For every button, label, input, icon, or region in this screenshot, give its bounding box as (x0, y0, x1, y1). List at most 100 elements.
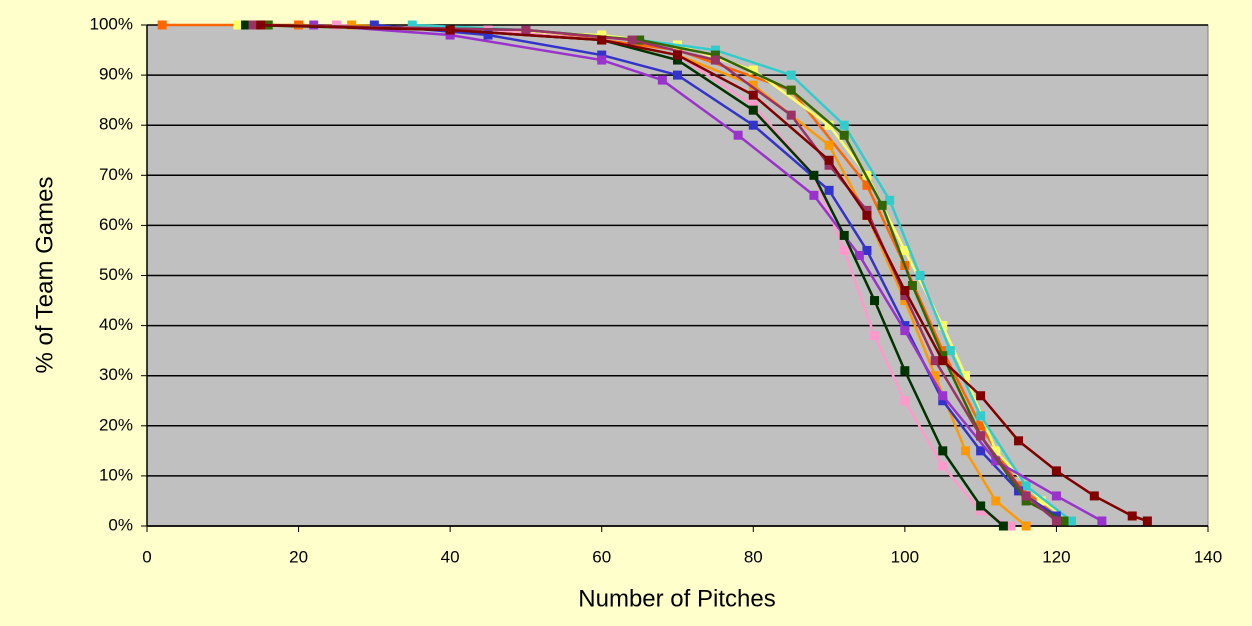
point (998, 521, 1008, 531)
point (824, 160, 834, 170)
point (824, 185, 834, 195)
point (627, 35, 637, 45)
point (945, 346, 955, 356)
point (483, 30, 493, 40)
point (597, 50, 607, 60)
x-tick-label: 80 (744, 547, 763, 566)
point (733, 130, 743, 140)
point (900, 396, 910, 406)
y-tick-label: 20% (99, 415, 133, 434)
point (900, 296, 910, 306)
point (870, 296, 880, 306)
point (748, 120, 758, 130)
point (657, 75, 667, 85)
point (976, 501, 986, 511)
point (991, 446, 1001, 456)
point (369, 20, 379, 30)
point (1021, 481, 1031, 491)
point (976, 506, 986, 516)
point (748, 105, 758, 115)
point (938, 321, 948, 331)
point (256, 20, 266, 30)
series-line (374, 23, 1058, 518)
point (597, 30, 607, 40)
point (976, 391, 986, 401)
point (347, 20, 357, 30)
point (673, 70, 682, 80)
point (809, 170, 819, 180)
point (877, 200, 887, 210)
point (1097, 516, 1107, 526)
point (900, 286, 910, 296)
y-axis-title: % of Team Games (31, 177, 58, 374)
x-axis-title: Number of Pitches (578, 585, 775, 612)
point (824, 120, 834, 130)
y-tick-label: 30% (99, 365, 133, 384)
point (938, 356, 948, 366)
point (445, 30, 455, 40)
point (1051, 516, 1061, 526)
x-tick-label: 40 (441, 547, 460, 566)
y-tick-label: 10% (99, 465, 133, 484)
point (673, 50, 682, 60)
point (824, 155, 834, 165)
x-tick-label: 140 (1194, 547, 1222, 566)
point (786, 85, 796, 95)
point (786, 70, 796, 80)
point (248, 20, 258, 30)
point (862, 205, 872, 215)
point (1021, 521, 1031, 531)
point (1051, 466, 1061, 476)
point (748, 90, 758, 100)
point (862, 210, 872, 220)
point (635, 35, 645, 45)
point (1142, 516, 1152, 526)
y-tick-label: 40% (99, 315, 133, 334)
point (930, 371, 940, 381)
x-tick-label: 120 (1042, 547, 1070, 566)
point (938, 351, 948, 361)
point (1021, 491, 1031, 501)
point (839, 230, 849, 240)
point (885, 195, 895, 205)
point (748, 65, 758, 75)
point (824, 140, 834, 150)
point (710, 55, 720, 65)
point (331, 20, 341, 30)
point (521, 25, 531, 35)
point (862, 245, 872, 255)
point (870, 331, 880, 341)
point (1127, 511, 1137, 521)
y-tick-label: 90% (99, 65, 133, 84)
point (907, 281, 917, 291)
point (976, 411, 986, 421)
x-tick-label: 100 (891, 547, 919, 566)
point (839, 130, 849, 140)
point (976, 431, 986, 441)
point (1006, 521, 1016, 531)
point (900, 326, 910, 336)
point (938, 391, 948, 401)
series-line (313, 23, 1103, 523)
point (900, 291, 910, 301)
point (241, 20, 251, 30)
point (710, 45, 720, 55)
y-tick-label: 100% (90, 14, 133, 33)
point (748, 100, 758, 110)
point (710, 50, 720, 60)
point (233, 20, 243, 30)
point (786, 110, 796, 120)
point (976, 446, 986, 456)
point (938, 446, 948, 456)
point (1014, 436, 1024, 446)
point (748, 80, 758, 90)
point (900, 321, 910, 331)
point (938, 461, 948, 471)
point (900, 245, 910, 255)
x-tick-label: 20 (289, 547, 308, 566)
point (960, 371, 970, 381)
point (862, 180, 872, 190)
point (854, 250, 864, 260)
point (407, 20, 417, 30)
